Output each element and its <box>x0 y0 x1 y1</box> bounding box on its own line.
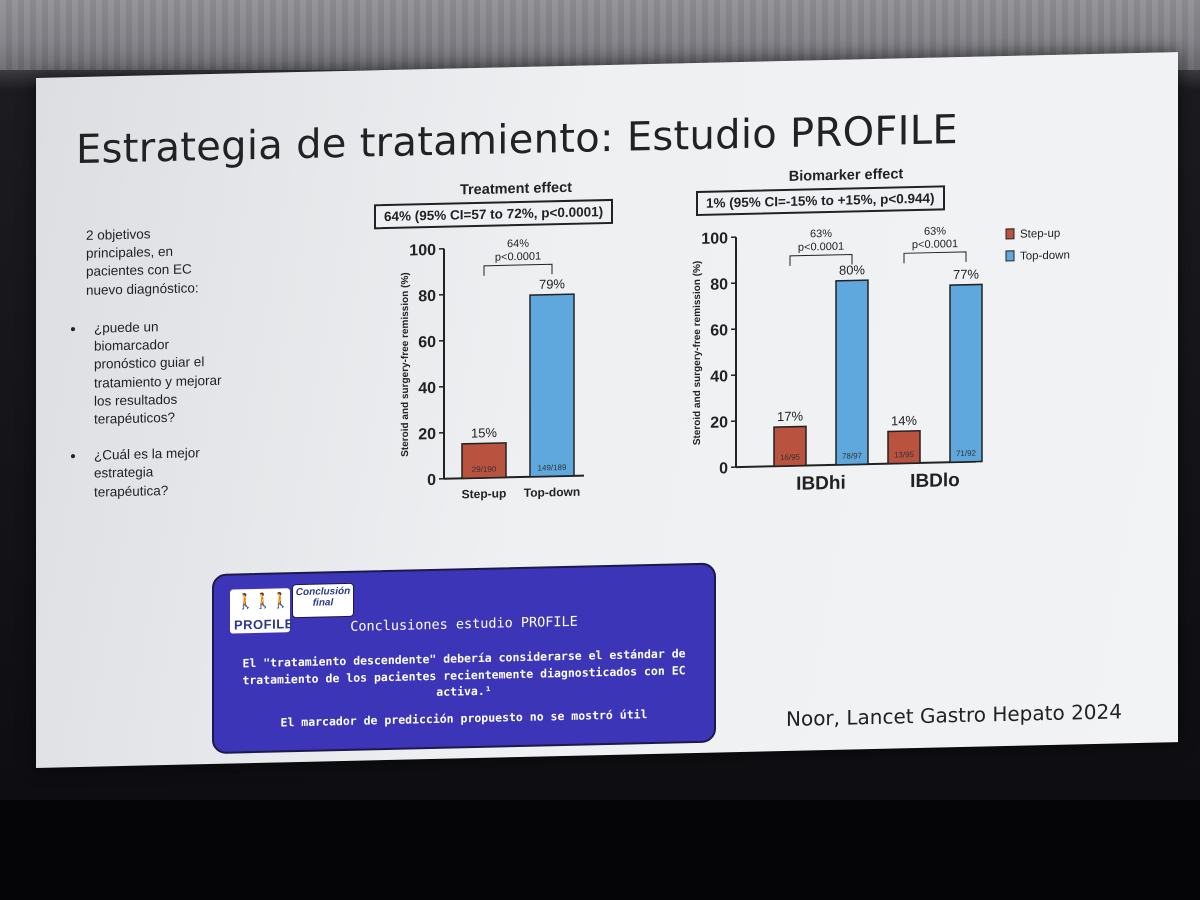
objectives-intro: 2 objetivos principales, en pacientes co… <box>86 226 199 298</box>
conclusion-panel: 🚶🚶🚶 PROFILE Conclusión final Conclusione… <box>212 562 716 755</box>
bar-count-label: 71/92 <box>956 449 977 458</box>
x-category-label: Top-down <box>524 485 580 500</box>
bar-value-label: 79% <box>539 276 565 292</box>
y-tick-label: 100 <box>701 230 728 248</box>
bar-value-label: 14% <box>891 413 917 429</box>
conclusion-paragraph: El "tratamiento descendente" debería con… <box>242 646 686 700</box>
bar-value-label: 77% <box>953 266 979 282</box>
room-floor <box>0 800 1200 900</box>
y-tick-label: 40 <box>418 380 436 397</box>
y-tick-label: 100 <box>409 242 436 260</box>
legend-label: Top-down <box>1020 250 1070 263</box>
comparison-diff: 63% <box>924 225 946 238</box>
bar <box>461 442 507 480</box>
chart1-title: Treatment effect <box>459 179 572 199</box>
citation: Noor, Lancet Gastro Hepato 2024 <box>786 699 1122 731</box>
bar-count-label: 149/189 <box>538 463 567 473</box>
conclusion-badge: Conclusión final <box>292 582 354 619</box>
conclusion-paragraph: El marcador de predicción propuesto no s… <box>280 707 648 730</box>
comparison-diff: 64% <box>507 238 529 251</box>
objective-item: ¿puede un biomarcador pronóstico guiar e… <box>86 317 222 429</box>
y-tick-label: 20 <box>710 414 728 431</box>
bar-value-label: 17% <box>777 408 803 424</box>
chart2-stat-box: 1% (95% CI=-15% to +15%, p<0.944) <box>696 185 945 217</box>
bar-count-label: 13/95 <box>894 450 915 459</box>
y-tick-label: 0 <box>427 472 436 489</box>
y-tick-label: 60 <box>710 322 728 339</box>
comparison-p: p<0.0001 <box>912 238 958 251</box>
objective-item: ¿Cuál es la mejor estrategia terapéutica… <box>86 444 222 502</box>
bar <box>887 429 921 465</box>
treatment-effect-chart: 0 20 40 60 80 100 Steroid and surgery-free rem… <box>400 238 584 501</box>
y-axis-label: Steroid and surgery-free remission (%) <box>692 261 703 446</box>
y-tick-label: 60 <box>418 334 436 351</box>
legend-swatch <box>1005 228 1015 240</box>
comparison-diff: 63% <box>810 228 832 241</box>
presentation-slide: Estrategia de tratamiento: Estudio PROFI… <box>36 52 1178 768</box>
bar <box>529 293 575 478</box>
slide-title: Estrategia de tratamiento: Estudio PROFI… <box>76 107 958 174</box>
conclusion-body: El "tratamiento descendente" debería con… <box>236 645 692 742</box>
y-axis-label: Steroid and surgery-free remission (%) <box>400 272 411 457</box>
x-category-label: IBDhi <box>796 473 846 495</box>
comparison-bracket <box>789 253 853 266</box>
bar-count-label: 78/97 <box>842 451 863 460</box>
bar-value-label: 15% <box>471 425 497 441</box>
x-category-label: Step-up <box>462 486 507 501</box>
bar-count-label: 16/95 <box>780 453 801 462</box>
comparison-p: p<0.0001 <box>495 251 541 264</box>
y-tick-label: 80 <box>710 276 728 293</box>
chart2-title: Biomarker effect <box>788 166 904 185</box>
y-tick-label: 40 <box>710 368 728 385</box>
chart1-stat-box: 64% (95% CI=57 to 72%, p<0.0001) <box>374 198 614 230</box>
comparison-bracket <box>903 251 967 264</box>
bar <box>773 425 807 468</box>
y-tick-label: 80 <box>418 288 436 305</box>
bar-count-label: 29/190 <box>472 465 497 475</box>
objectives-list: ¿puede un biomarcador pronóstico guiar e… <box>62 317 222 503</box>
bar <box>949 283 983 464</box>
biomarker-effect-chart: 0 20 40 60 80 100 Steroid and surgery-free rem… <box>692 225 1070 495</box>
legend-label: Step-up <box>1020 228 1060 241</box>
comparison-bracket <box>483 263 553 276</box>
bar <box>835 279 869 466</box>
y-tick-label: 0 <box>719 460 728 477</box>
bar-value-label: 80% <box>839 262 865 278</box>
objectives-text: 2 objetivos principales, en pacientes co… <box>62 224 222 520</box>
legend-swatch <box>1005 250 1015 262</box>
y-tick-label: 20 <box>418 426 436 443</box>
comparison-p: p<0.0001 <box>798 241 844 254</box>
x-category-label: IBDlo <box>910 470 960 492</box>
people-icon: 🚶🚶🚶 <box>236 592 290 611</box>
